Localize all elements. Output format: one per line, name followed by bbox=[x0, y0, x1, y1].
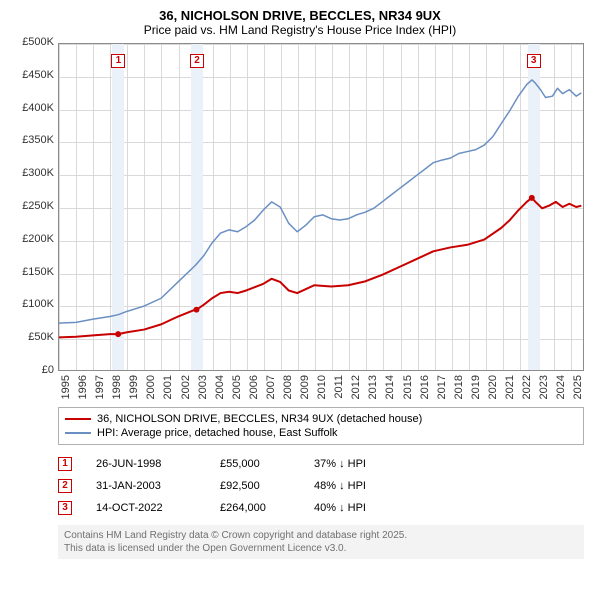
legend: 36, NICHOLSON DRIVE, BECCLES, NR34 9UX (… bbox=[58, 407, 584, 445]
x-tick-label: 2001 bbox=[162, 375, 174, 405]
attribution: Contains HM Land Registry data © Crown c… bbox=[58, 525, 584, 559]
sale-marker: 2 bbox=[190, 54, 204, 68]
event-delta: 37% ↓ HPI bbox=[314, 458, 404, 470]
x-axis-labels: 1995 1996 1997 1998 1999 2000 2001 2002 2003 2004… bbox=[58, 373, 584, 409]
y-tick-label: £250K bbox=[14, 200, 54, 212]
legend-label: HPI: Average price, detached house, East… bbox=[97, 427, 338, 439]
x-tick-label: 2023 bbox=[538, 375, 550, 405]
y-tick-label: £150K bbox=[14, 266, 54, 278]
x-tick-label: 2011 bbox=[333, 375, 345, 405]
y-tick-label: £500K bbox=[14, 36, 54, 48]
x-tick-label: 1997 bbox=[94, 375, 106, 405]
sale-marker: 1 bbox=[111, 54, 125, 68]
sale-marker: 3 bbox=[527, 54, 541, 68]
attribution-line: This data is licensed under the Open Gov… bbox=[64, 542, 578, 555]
y-tick-label: £450K bbox=[14, 69, 54, 81]
legend-swatch bbox=[65, 432, 91, 434]
x-tick-label: 2013 bbox=[367, 375, 379, 405]
x-tick-label: 2002 bbox=[180, 375, 192, 405]
legend-item: 36, NICHOLSON DRIVE, BECCLES, NR34 9UX (… bbox=[65, 412, 577, 426]
event-price: £55,000 bbox=[220, 458, 290, 470]
x-tick-label: 2016 bbox=[419, 375, 431, 405]
attribution-line: Contains HM Land Registry data © Crown c… bbox=[64, 529, 578, 542]
x-tick-label: 1996 bbox=[77, 375, 89, 405]
x-tick-label: 1998 bbox=[111, 375, 123, 405]
x-tick-label: 2015 bbox=[402, 375, 414, 405]
event-date: 14-OCT-2022 bbox=[96, 502, 196, 514]
legend-item: HPI: Average price, detached house, East… bbox=[65, 426, 577, 440]
event-row: 3 14-OCT-2022 £264,000 40% ↓ HPI bbox=[58, 497, 584, 519]
y-tick-label: £100K bbox=[14, 298, 54, 310]
x-tick-label: 2004 bbox=[214, 375, 226, 405]
event-marker: 3 bbox=[58, 501, 72, 515]
y-tick-label: £0 bbox=[14, 364, 54, 376]
y-tick-label: £350K bbox=[14, 134, 54, 146]
x-tick-label: 2024 bbox=[555, 375, 567, 405]
x-tick-label: 2003 bbox=[197, 375, 209, 405]
x-tick-label: 2022 bbox=[521, 375, 533, 405]
x-tick-label: 2025 bbox=[572, 375, 584, 405]
chart-subtitle: Price paid vs. HM Land Registry's House … bbox=[16, 23, 584, 37]
event-marker: 1 bbox=[58, 457, 72, 471]
x-tick-label: 2018 bbox=[453, 375, 465, 405]
x-tick-label: 2000 bbox=[145, 375, 157, 405]
x-tick-label: 2008 bbox=[282, 375, 294, 405]
event-price: £92,500 bbox=[220, 480, 290, 492]
event-marker: 2 bbox=[58, 479, 72, 493]
y-tick-label: £50K bbox=[14, 331, 54, 343]
event-delta: 40% ↓ HPI bbox=[314, 502, 404, 514]
x-tick-label: 2007 bbox=[265, 375, 277, 405]
y-axis-labels: £0 £50K £100K £150K £200K £250K £300K £350K £400… bbox=[16, 36, 56, 378]
y-tick-label: £300K bbox=[14, 167, 54, 179]
x-tick-label: 2021 bbox=[504, 375, 516, 405]
event-date: 26-JUN-1998 bbox=[96, 458, 196, 470]
x-tick-label: 2020 bbox=[487, 375, 499, 405]
x-tick-label: 1995 bbox=[60, 375, 72, 405]
x-tick-label: 2019 bbox=[470, 375, 482, 405]
event-price: £264,000 bbox=[220, 502, 290, 514]
x-tick-label: 1999 bbox=[128, 375, 140, 405]
events-table: 1 26-JUN-1998 £55,000 37% ↓ HPI 2 31-JAN-2003… bbox=[58, 453, 584, 519]
event-delta: 48% ↓ HPI bbox=[314, 480, 404, 492]
chart-lines bbox=[59, 44, 583, 370]
chart-area: £0 £50K £100K £150K £200K £250K £300K £350K £400… bbox=[16, 43, 584, 403]
plot-area: 1 2 3 bbox=[58, 43, 584, 371]
event-row: 1 26-JUN-1998 £55,000 37% ↓ HPI bbox=[58, 453, 584, 475]
x-tick-label: 2010 bbox=[316, 375, 328, 405]
x-tick-label: 2012 bbox=[350, 375, 362, 405]
y-tick-label: £200K bbox=[14, 233, 54, 245]
x-tick-label: 2006 bbox=[248, 375, 260, 405]
event-row: 2 31-JAN-2003 £92,500 48% ↓ HPI bbox=[58, 475, 584, 497]
y-tick-label: £400K bbox=[14, 102, 54, 114]
x-tick-label: 2009 bbox=[299, 375, 311, 405]
x-tick-label: 2017 bbox=[436, 375, 448, 405]
event-date: 31-JAN-2003 bbox=[96, 480, 196, 492]
x-tick-label: 2005 bbox=[231, 375, 243, 405]
legend-swatch bbox=[65, 418, 91, 420]
legend-label: 36, NICHOLSON DRIVE, BECCLES, NR34 9UX (… bbox=[97, 413, 422, 425]
chart-title: 36, NICHOLSON DRIVE, BECCLES, NR34 9UX bbox=[16, 8, 584, 23]
x-tick-label: 2014 bbox=[384, 375, 396, 405]
